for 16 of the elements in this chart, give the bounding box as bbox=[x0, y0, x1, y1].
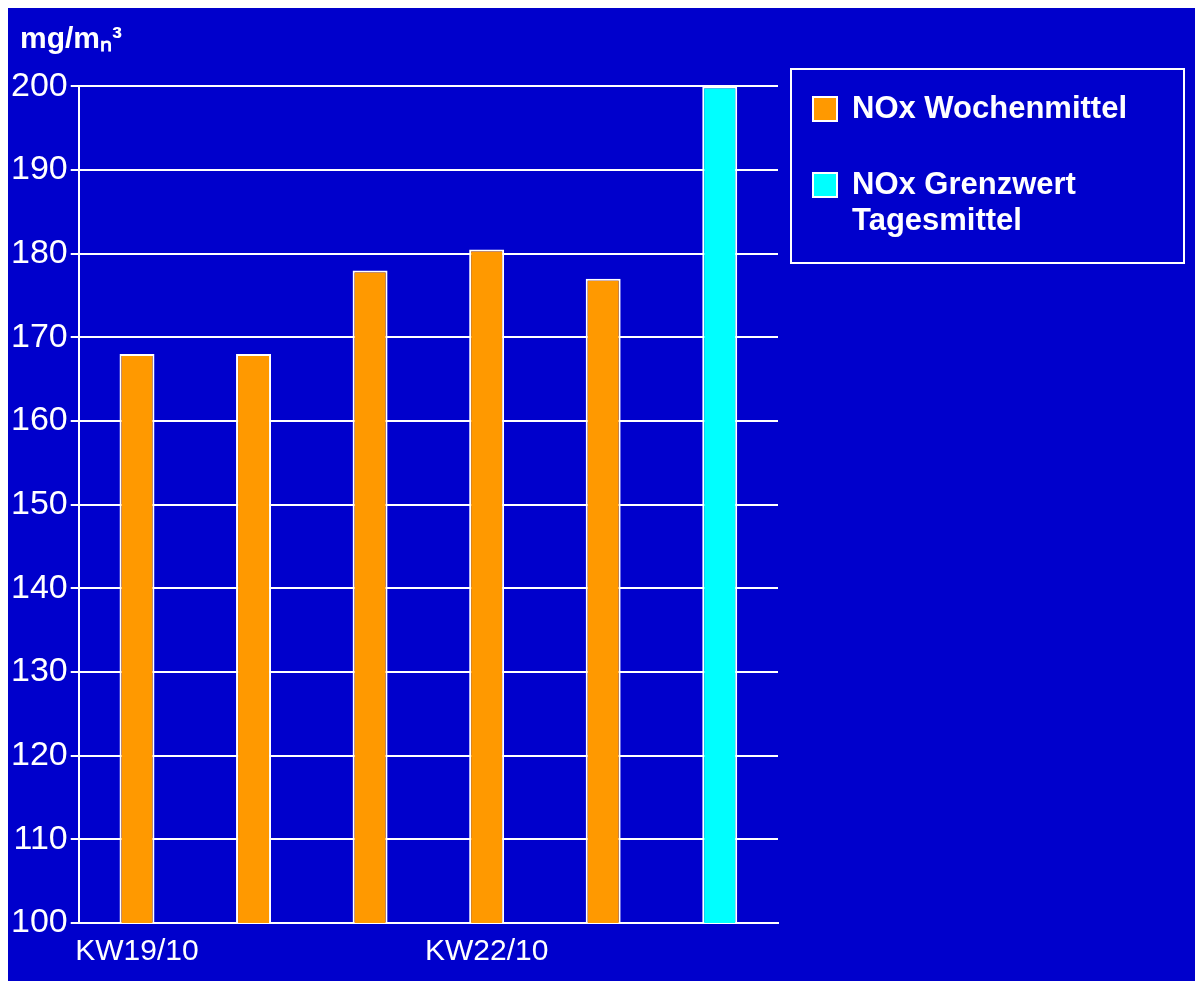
y-axis-title: mg/mₙ³ bbox=[20, 20, 122, 56]
legend-label: NOx Wochenmittel bbox=[852, 90, 1128, 126]
y-tick-label: 130 bbox=[10, 650, 68, 689]
y-tick-label: 100 bbox=[10, 901, 68, 940]
x-tick-label: KW19/10 bbox=[75, 933, 199, 967]
y-tick-label: 190 bbox=[10, 148, 68, 187]
y-tick-label: 150 bbox=[10, 483, 68, 522]
y-tick-label: 120 bbox=[10, 734, 68, 773]
y-tick-label: 180 bbox=[10, 232, 68, 271]
y-tick-label: 160 bbox=[10, 399, 68, 438]
y-tick-label: 110 bbox=[13, 817, 68, 856]
x-tick-label: KW22/10 bbox=[424, 933, 549, 967]
y-tick-label: 140 bbox=[10, 566, 68, 605]
legend-label: NOx Grenzwert Tagesmittel bbox=[852, 166, 1077, 238]
y-tick-label: 170 bbox=[10, 315, 68, 354]
y-tick-label: 200 bbox=[10, 64, 68, 103]
